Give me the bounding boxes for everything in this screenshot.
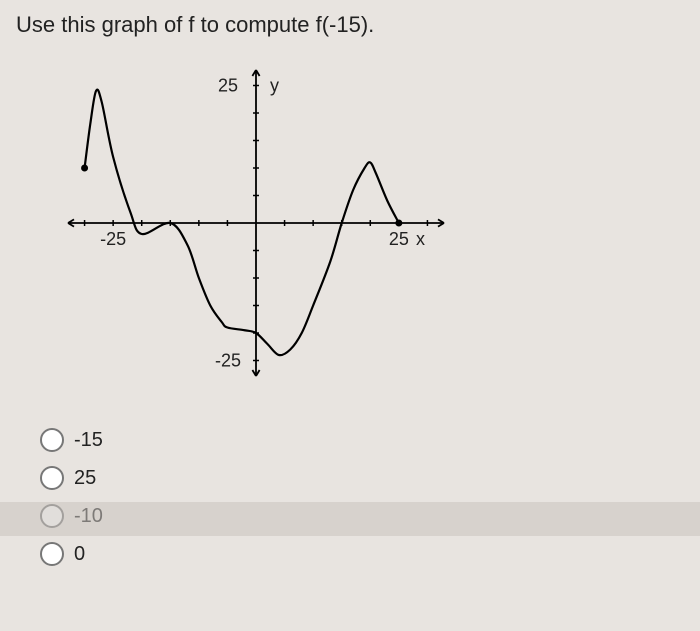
svg-text:x: x [416, 229, 425, 249]
question-text: Use this graph of f to compute f(-15). [16, 12, 684, 38]
svg-text:y: y [270, 76, 279, 96]
highlight-bar [0, 502, 700, 536]
radio-button[interactable] [40, 428, 64, 452]
svg-text:-25: -25 [100, 229, 126, 249]
svg-text:-25: -25 [215, 351, 241, 371]
svg-text:25: 25 [218, 76, 238, 96]
answer-option[interactable]: 0 [40, 542, 684, 566]
option-label: 25 [74, 467, 96, 490]
answer-options: -1525-100 [40, 428, 684, 566]
option-label: -15 [74, 429, 103, 452]
function-graph: -25 25 25 -25 x y [56, 58, 456, 388]
option-label: 0 [74, 543, 85, 566]
radio-button[interactable] [40, 466, 64, 490]
radio-button[interactable] [40, 542, 64, 566]
answer-option[interactable]: -15 [40, 428, 684, 452]
svg-text:25: 25 [389, 229, 409, 249]
answer-option[interactable]: 25 [40, 466, 684, 490]
chart-svg: -25 25 25 -25 x y [56, 58, 456, 388]
